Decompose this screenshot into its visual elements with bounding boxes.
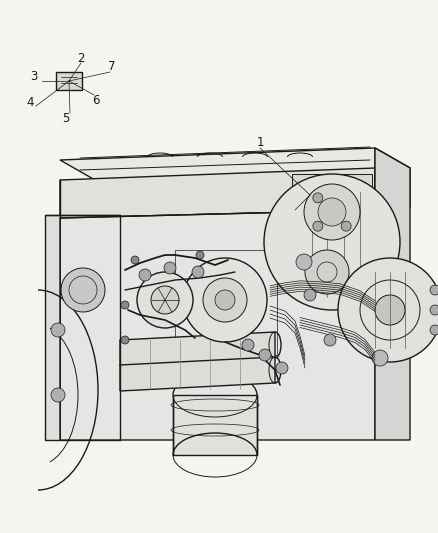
Circle shape (196, 251, 204, 259)
Circle shape (324, 334, 336, 346)
Circle shape (215, 290, 235, 310)
Circle shape (338, 258, 438, 362)
Text: 4: 4 (26, 96, 34, 109)
Polygon shape (375, 148, 410, 440)
Text: 2: 2 (77, 52, 85, 64)
Circle shape (296, 254, 312, 270)
Circle shape (304, 289, 316, 301)
Circle shape (372, 350, 388, 366)
Polygon shape (56, 72, 82, 90)
Polygon shape (173, 395, 257, 455)
Circle shape (121, 301, 129, 309)
Polygon shape (280, 268, 305, 282)
Circle shape (430, 325, 438, 335)
Polygon shape (292, 174, 372, 187)
Circle shape (305, 250, 349, 294)
Circle shape (164, 262, 176, 274)
Circle shape (318, 198, 346, 226)
Circle shape (51, 323, 65, 337)
Circle shape (430, 285, 438, 295)
Circle shape (276, 362, 288, 374)
Circle shape (139, 269, 151, 281)
Text: 5: 5 (62, 111, 70, 125)
Circle shape (341, 221, 351, 231)
Circle shape (313, 193, 323, 203)
Circle shape (131, 256, 139, 264)
Circle shape (61, 268, 105, 312)
Circle shape (51, 388, 65, 402)
Circle shape (264, 174, 400, 310)
Circle shape (304, 184, 360, 240)
Polygon shape (375, 148, 410, 210)
Polygon shape (60, 148, 410, 180)
Text: 1: 1 (256, 135, 264, 149)
Circle shape (259, 349, 271, 361)
Circle shape (137, 272, 193, 328)
Circle shape (242, 339, 254, 351)
Polygon shape (60, 210, 375, 440)
Polygon shape (45, 215, 120, 440)
Circle shape (121, 336, 129, 344)
Circle shape (375, 295, 405, 325)
Polygon shape (120, 332, 275, 366)
Polygon shape (120, 357, 275, 391)
Circle shape (151, 286, 179, 314)
Circle shape (430, 305, 438, 315)
Circle shape (183, 258, 267, 342)
Polygon shape (60, 168, 375, 218)
Text: 3: 3 (30, 70, 38, 84)
Circle shape (203, 278, 247, 322)
Polygon shape (60, 180, 95, 218)
Text: 6: 6 (92, 93, 100, 107)
Text: 7: 7 (108, 61, 116, 74)
Circle shape (313, 221, 323, 231)
Circle shape (192, 266, 204, 278)
